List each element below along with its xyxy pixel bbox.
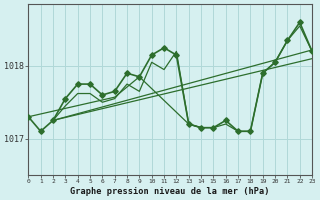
- X-axis label: Graphe pression niveau de la mer (hPa): Graphe pression niveau de la mer (hPa): [70, 187, 270, 196]
